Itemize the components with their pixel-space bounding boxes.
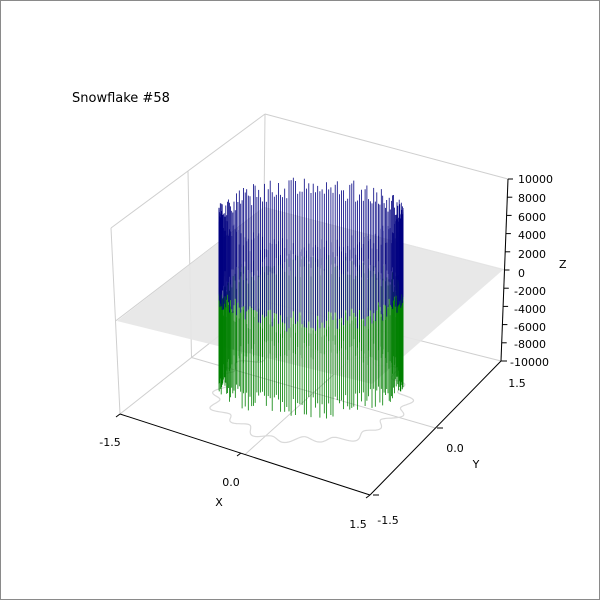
x-tick-label: 0.0 (222, 476, 240, 489)
y-tick-label: 1.5 (508, 377, 526, 390)
z-tick-label: -6000 (514, 321, 546, 334)
z-tick-labels: 10000 8000 6000 4000 2000 0 -2000 -4000 … (510, 173, 553, 369)
x-tick-label: -1.5 (99, 436, 120, 449)
y-axis-line (369, 360, 502, 496)
zero-plane (117, 207, 504, 384)
y-tick-label: -1.5 (377, 514, 398, 527)
z-tick-label: 4000 (518, 229, 546, 242)
x-tick-mark (365, 494, 371, 499)
snowflake-curves (218, 177, 404, 419)
y-tick-label: 0.0 (446, 442, 464, 455)
plane-surface (117, 207, 504, 384)
z-tick-label: 0 (518, 267, 525, 280)
x-tick-mark (115, 413, 121, 418)
z-tick-label: -4000 (514, 303, 546, 316)
x-tick-mark (236, 452, 242, 457)
z-tick-label: -2000 (514, 285, 546, 298)
z-tick-label: 10000 (518, 173, 553, 186)
x-axis-label: X (215, 496, 223, 509)
grid-line (264, 113, 509, 180)
chart-title: Snowflake #58 (72, 91, 170, 106)
z-tick-label: 8000 (518, 192, 546, 205)
y-axis-label: Y (472, 458, 480, 471)
z-tick-label: -10000 (510, 356, 549, 369)
x-axis-line (119, 413, 371, 496)
z-tick-label: 2000 (518, 248, 546, 261)
z-tick-label: -8000 (514, 338, 546, 351)
x-tick-label: 1.5 (349, 518, 367, 531)
axes (115, 178, 513, 499)
z-axis-label: Z (559, 258, 567, 271)
z-tick-label: 6000 (518, 211, 546, 224)
